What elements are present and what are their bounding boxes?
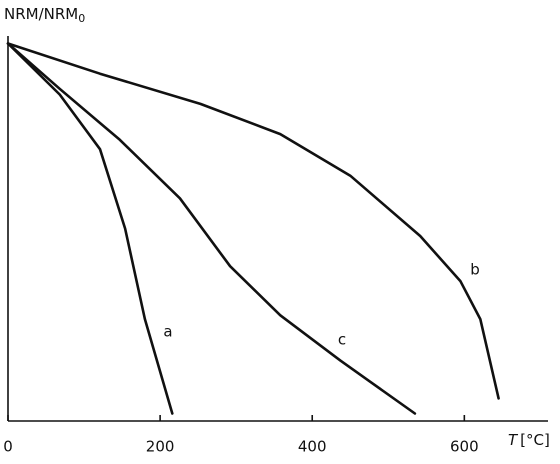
x-tick-label: 200 (146, 438, 175, 456)
x-tick-label: 400 (298, 438, 327, 456)
x-label-unit: [°C] (520, 431, 550, 449)
curve (6, 42, 174, 415)
curve (6, 42, 500, 400)
y-label-subscript: 0 (78, 12, 85, 25)
series-label: c (338, 331, 346, 349)
x-tick-label: 0 (3, 438, 13, 456)
series-label: b (470, 261, 480, 279)
x-label-symbol: T (508, 431, 519, 449)
y-axis-label: NRM/NRM0 (4, 5, 85, 26)
series-label: a (163, 323, 172, 341)
x-axis-label: T [°C] (508, 431, 550, 449)
y-label-text: NRM/NRM (4, 5, 78, 23)
curve (6, 42, 417, 415)
x-tick-label: 600 (450, 438, 479, 456)
